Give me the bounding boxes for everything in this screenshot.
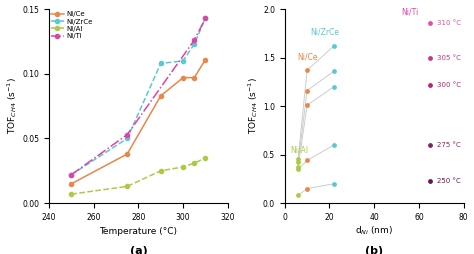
Ni/Ce xyxy=(180,76,186,79)
Ni/Ti xyxy=(191,39,197,42)
Text: 300 °C: 300 °C xyxy=(437,82,461,88)
Point xyxy=(330,44,337,48)
Ni/Ti xyxy=(203,17,209,20)
Text: Ni/ZrCe: Ni/ZrCe xyxy=(310,27,339,36)
Point xyxy=(330,85,337,89)
Line: Ni/Al: Ni/Al xyxy=(69,156,208,196)
Ni/Al xyxy=(180,165,186,168)
Text: (a): (a) xyxy=(129,246,147,254)
Text: 250 °C: 250 °C xyxy=(437,178,461,184)
Point xyxy=(426,179,434,183)
Point xyxy=(294,167,302,171)
Ni/ZrCe xyxy=(180,59,186,62)
Point xyxy=(303,187,311,191)
Y-axis label: TOF$_{CH4}$ (s$^{-1}$): TOF$_{CH4}$ (s$^{-1}$) xyxy=(246,78,260,135)
Text: 310 °C: 310 °C xyxy=(437,20,461,26)
Ni/Al xyxy=(203,156,209,160)
Ni/Ce xyxy=(68,182,74,185)
Ni/Ti xyxy=(68,173,74,176)
Point xyxy=(294,165,302,169)
Point xyxy=(330,69,337,73)
Point xyxy=(426,56,434,60)
X-axis label: Temperature (°C): Temperature (°C) xyxy=(100,228,177,236)
Point xyxy=(303,68,311,72)
Ni/ZrCe xyxy=(68,173,74,176)
Point xyxy=(303,89,311,93)
Line: Ni/ZrCe: Ni/ZrCe xyxy=(69,16,208,177)
Ni/ZrCe xyxy=(124,137,130,140)
Point xyxy=(426,143,434,147)
Point xyxy=(426,21,434,25)
Point xyxy=(294,156,302,161)
Line: Ni/Ce: Ni/Ce xyxy=(69,57,208,186)
Text: 305 °C: 305 °C xyxy=(437,55,461,61)
Ni/ZrCe xyxy=(191,42,197,45)
Point xyxy=(303,158,311,163)
Ni/ZrCe xyxy=(203,17,209,20)
Text: 275 °C: 275 °C xyxy=(437,142,461,148)
Text: Ni/Ce: Ni/Ce xyxy=(297,53,318,61)
Point xyxy=(330,143,337,147)
X-axis label: d$_{Ni}$ (nm): d$_{Ni}$ (nm) xyxy=(355,225,393,237)
Text: (b): (b) xyxy=(365,246,383,254)
Y-axis label: TOF$_{CH4}$ (s$^{-1}$): TOF$_{CH4}$ (s$^{-1}$) xyxy=(6,78,19,135)
Ni/Al xyxy=(158,169,164,172)
Point xyxy=(294,160,302,164)
Ni/Ce xyxy=(124,152,130,155)
Line: Ni/Ti: Ni/Ti xyxy=(69,16,208,177)
Ni/Al xyxy=(124,185,130,188)
Text: Ni/Ti: Ni/Ti xyxy=(401,8,418,17)
Point xyxy=(303,103,311,107)
Point xyxy=(426,83,434,87)
Ni/ZrCe xyxy=(158,62,164,65)
Text: Ni/Al: Ni/Al xyxy=(291,146,309,155)
Ni/Al xyxy=(191,162,197,165)
Ni/Ce xyxy=(191,76,197,79)
Ni/Ti xyxy=(124,133,130,136)
Legend: Ni/Ce, Ni/ZrCe, Ni/Al, Ni/Ti: Ni/Ce, Ni/ZrCe, Ni/Al, Ni/Ti xyxy=(50,10,93,40)
Ni/Ce xyxy=(203,58,209,61)
Point xyxy=(330,182,337,186)
Ni/Al xyxy=(68,193,74,196)
Ni/Ce xyxy=(158,94,164,97)
Point xyxy=(294,193,302,197)
